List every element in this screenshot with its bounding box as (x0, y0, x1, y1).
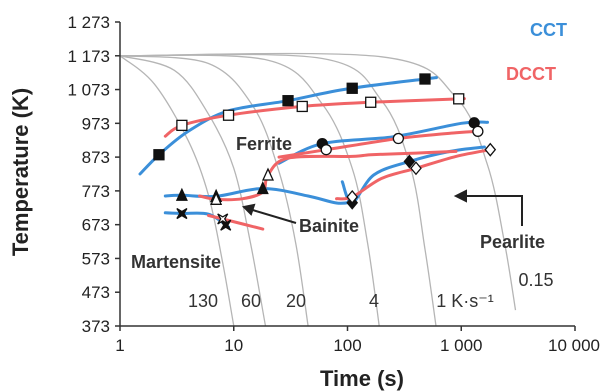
marker-triangle-7-1 (261, 167, 275, 181)
x-tick-label-4: 10 000 (548, 336, 600, 355)
transformation-curves (138, 76, 492, 231)
marker-square-1-3 (365, 96, 377, 108)
series-dcct-9 (207, 214, 265, 231)
x-tick-label-3: 1 000 (440, 336, 483, 355)
marker-triangle-6-0 (175, 187, 188, 201)
y-tick-label-4: 773 (82, 182, 110, 201)
y-axis-title: Temperature (K) (8, 88, 33, 256)
rate-label-60: 60 (241, 291, 261, 311)
marker-circle-3-2 (472, 125, 484, 137)
marker-diamond-4-1 (403, 154, 416, 169)
marker-square-0-0 (153, 149, 165, 161)
label-pearlite: Pearlite (480, 232, 545, 252)
y-tick-label-1: 473 (82, 283, 110, 302)
pearlite-arrow (458, 195, 523, 226)
marker-square-0-3 (419, 73, 431, 85)
cooling-curve-0 (119, 55, 235, 327)
x-tick-label-2: 100 (333, 336, 361, 355)
marker-square-1-0 (176, 119, 188, 132)
series-dcct-7 (198, 149, 458, 202)
x-axis-title: Time (s) (320, 366, 404, 391)
marker-diamond-5-1 (410, 161, 422, 176)
y-tick-label-0: 373 (82, 317, 110, 336)
y-tick-label-5: 873 (82, 148, 110, 167)
marker-square-1-2 (296, 100, 308, 113)
y-tick-label-7: 1 073 (67, 81, 110, 100)
y-tick-label-2: 573 (82, 249, 110, 268)
axes: 373 473 573 673 773 873 973 1 073 1 173 1 273 1 10 1… (67, 13, 600, 355)
y-tick-label-3: 673 (82, 216, 110, 235)
bainite-arrow (245, 207, 297, 224)
legend-dcct: DCCT (506, 64, 556, 84)
rate-label-130: 130 (188, 291, 218, 311)
marker-cross-8-0 (176, 207, 188, 220)
marker-diamond-5-0 (346, 189, 359, 204)
y-tick-label-9: 1 273 (67, 13, 110, 32)
label-martensite: Martensite (131, 252, 221, 272)
marker-circle-3-1 (392, 132, 405, 145)
marker-diamond-5-2 (484, 142, 497, 157)
rate-label-4: 4 (369, 291, 379, 311)
cooling-curve-3 (119, 54, 380, 327)
rate-label-20: 20 (286, 291, 306, 311)
marker-square-0-2 (346, 82, 358, 94)
marker-square-1-1 (222, 109, 235, 121)
x-tick-label-0: 1 (115, 336, 124, 355)
legend-cct: CCT (530, 20, 567, 40)
marker-cross-9-0 (217, 213, 229, 225)
annotation-arrows (241, 189, 523, 226)
marker-triangle-7-0 (210, 191, 223, 205)
marker-triangle-6-2 (256, 180, 269, 195)
rate-label-1: 1 K·s⁻¹ (436, 291, 494, 311)
marker-square-1-4 (453, 93, 465, 105)
bainite-arrowhead (241, 203, 256, 216)
y-tick-label-8: 1 173 (67, 47, 110, 66)
data-markers (153, 73, 497, 231)
marker-circle-3-0 (320, 144, 332, 156)
pearlite-arrowhead (453, 189, 467, 203)
cooling-curve-4 (119, 53, 437, 327)
label-bainite: Bainite (299, 216, 359, 236)
x-tick-label-1: 10 (224, 336, 243, 355)
marker-square-0-1 (282, 95, 294, 107)
label-ferrite: Ferrite (236, 134, 292, 154)
cooling-curve-2 (119, 55, 309, 327)
y-tick-label-6: 973 (82, 114, 110, 133)
rate-label-0-15: 0.15 (518, 270, 553, 290)
cooling-curve-1 (119, 55, 267, 327)
